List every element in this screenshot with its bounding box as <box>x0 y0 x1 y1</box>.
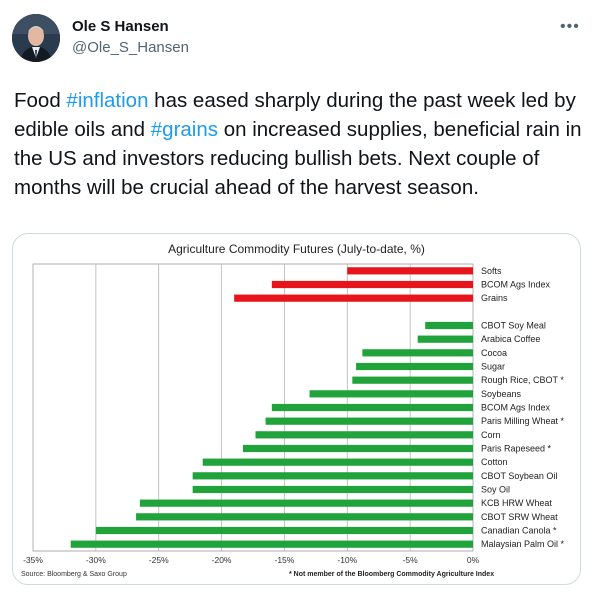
category-label: Canadian Canola * <box>481 526 557 536</box>
bar <box>425 321 473 330</box>
chart-note: * Not member of the Bloomberg Commodity … <box>289 571 495 578</box>
bar <box>265 417 473 425</box>
bar <box>347 267 473 275</box>
hashtag-link[interactable]: #inflation <box>66 89 149 112</box>
category-label: Paris Rapeseed * <box>481 444 552 454</box>
x-tick-label: -10% <box>337 555 357 565</box>
category-label: BCOM Ags Index <box>481 403 551 413</box>
more-horizontal-icon[interactable]: ••• <box>560 18 580 35</box>
bar <box>202 458 473 466</box>
bar <box>362 349 473 357</box>
bar <box>309 390 473 398</box>
author-name[interactable]: Ole S Hansen <box>72 18 169 35</box>
category-label: Corn <box>481 430 501 440</box>
x-tick-label: -15% <box>275 555 295 565</box>
category-label: Softs <box>481 266 502 276</box>
bar <box>139 499 473 507</box>
bar <box>356 362 473 371</box>
category-label: CBOT SRW Wheat <box>481 512 558 522</box>
bar <box>255 431 473 439</box>
tweet-text-segment: Food <box>14 89 67 112</box>
bar <box>271 280 473 289</box>
tweet-text-segment: has eased sharply during the past week l… <box>14 89 576 141</box>
category-label: Arabica Coffee <box>481 334 540 344</box>
author-handle[interactable]: @Ole_S_Hansen <box>72 39 189 56</box>
bar <box>352 376 473 384</box>
category-label: Soy Oil <box>481 485 510 495</box>
x-tick-label: -20% <box>212 555 232 565</box>
category-label: Sugar <box>481 362 505 372</box>
x-tick-label: -25% <box>149 555 169 565</box>
hashtag-link[interactable]: #grains <box>150 118 219 141</box>
bar <box>234 294 473 302</box>
category-label: KCB HRW Wheat <box>481 498 552 508</box>
bar <box>70 540 473 548</box>
x-tick-label: -35% <box>23 555 43 565</box>
bar <box>242 444 473 453</box>
category-label: Paris Milling Wheat * <box>481 416 565 426</box>
category-label: CBOT Soybean Oil <box>481 471 557 481</box>
bar <box>192 485 473 494</box>
tweet-media-chart[interactable]: Agriculture Commodity Futures (July-to-d… <box>12 233 581 585</box>
category-label: CBOT Soy Meal <box>481 321 546 331</box>
category-label: Cocoa <box>481 348 507 358</box>
avatar[interactable] <box>12 14 60 62</box>
x-tick-label: -30% <box>86 555 106 565</box>
category-label: BCOM Ags Index <box>481 280 551 290</box>
category-label: Malaysian Palm Oil * <box>481 539 565 549</box>
chart-source: Source: Bloomberg & Saxo Group <box>21 571 127 578</box>
chart-title: Agriculture Commodity Futures (July-to-d… <box>168 242 425 256</box>
bar <box>192 472 473 480</box>
bar <box>271 403 473 412</box>
tweet-text-segment: on increased supplies, beneficial rain i… <box>14 118 582 199</box>
bar <box>95 526 473 535</box>
category-label: Grains <box>481 293 508 303</box>
category-label: Cotton <box>481 457 508 467</box>
category-label: Rough Rice, CBOT * <box>481 375 564 385</box>
x-tick-label: 0% <box>467 555 480 565</box>
bar <box>136 513 473 521</box>
bar-chart: -35% -30% -25% -20% -15% -10% -5% 0% Softs BCOM A… <box>23 263 565 565</box>
tweet-text: Food #inflation has eased sharply during… <box>14 86 584 202</box>
bar <box>417 335 473 343</box>
category-label: Soybeans <box>481 389 522 399</box>
x-tick-label: -5% <box>403 555 419 565</box>
